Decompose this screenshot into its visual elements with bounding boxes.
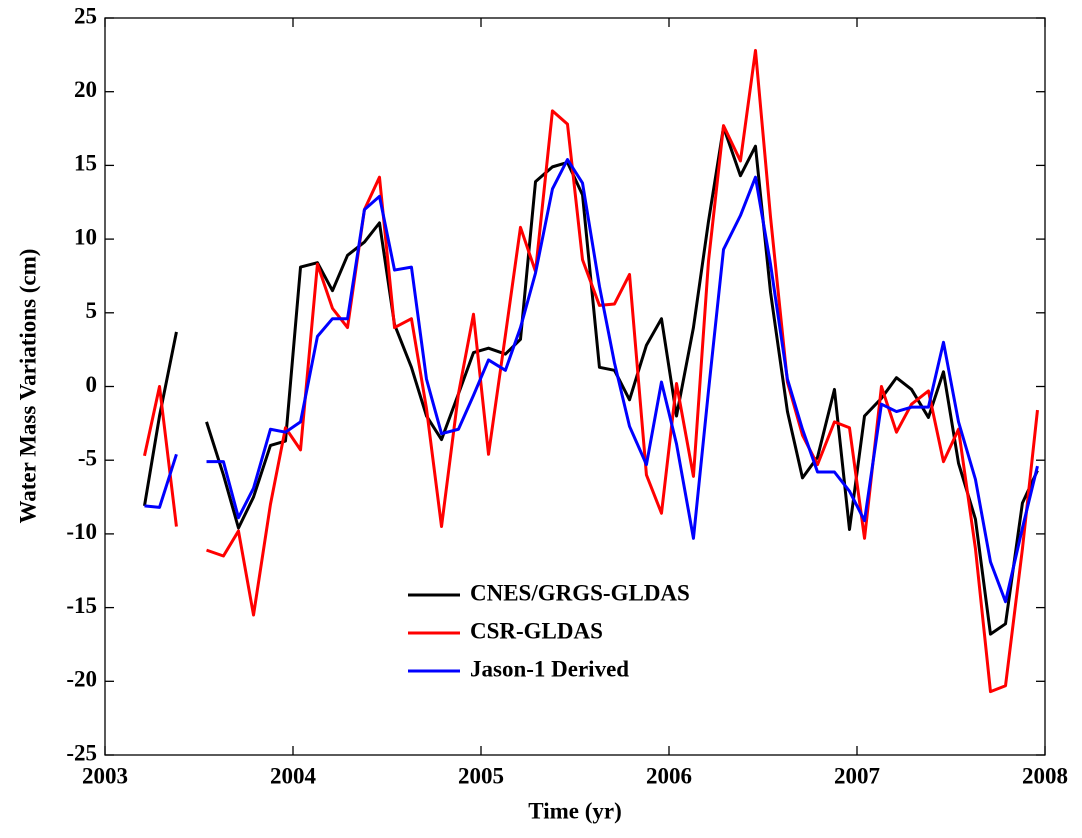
x-tick-label: 2006 [646,763,692,788]
y-tick-label: 25 [74,3,97,28]
legend-label: CSR-GLDAS [470,618,603,643]
series-line [143,48,1039,694]
x-axis-title: Time (yr) [528,798,621,823]
y-tick-label: 5 [86,298,98,323]
y-tick-label: 10 [74,224,97,249]
y-tick-label: 20 [74,77,97,102]
y-tick-label: -15 [66,593,97,618]
x-tick-label: 2004 [270,763,317,788]
legend-label: CNES/GRGS-GLDAS [470,580,690,605]
x-tick-label: 2007 [834,763,880,788]
x-tick-label: 2005 [458,763,504,788]
series-line [143,125,1039,636]
y-tick-label: 0 [86,372,98,397]
y-axis-title: Water Mass Variations (cm) [15,249,40,524]
x-tick-label: 2008 [1022,763,1068,788]
y-tick-label: -10 [66,519,97,544]
y-tick-label: -5 [78,445,97,470]
x-tick-label: 2003 [82,763,128,788]
y-tick-label: -25 [66,740,97,765]
y-tick-label: 15 [74,151,97,176]
legend-label: Jason-1 Derived [470,656,629,681]
y-tick-label: -20 [66,667,97,692]
series-line [144,158,1039,604]
